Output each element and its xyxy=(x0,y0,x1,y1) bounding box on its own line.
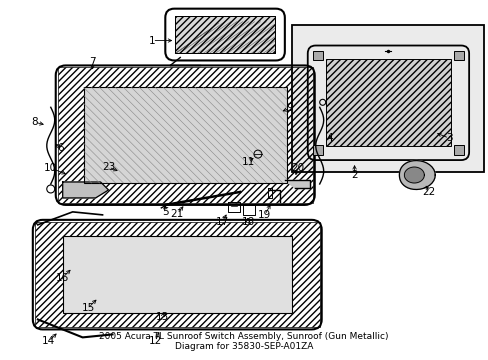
Bar xyxy=(453,145,463,155)
Bar xyxy=(291,24,483,172)
Text: 21: 21 xyxy=(170,209,183,219)
Text: 6: 6 xyxy=(57,143,64,153)
Text: 10: 10 xyxy=(44,163,57,173)
Text: 2005 Acura TL Sunroof Switch Assembly, Sunroof (Gun Metallic)
Diagram for 35830-: 2005 Acura TL Sunroof Switch Assembly, S… xyxy=(99,332,388,351)
Text: 7: 7 xyxy=(89,58,96,67)
Text: 5: 5 xyxy=(162,207,168,217)
Text: 23: 23 xyxy=(102,162,115,172)
Bar xyxy=(453,50,463,60)
Text: 1: 1 xyxy=(149,36,155,46)
Bar xyxy=(312,50,322,60)
Text: 12: 12 xyxy=(148,336,162,346)
Polygon shape xyxy=(404,167,424,183)
Text: 19: 19 xyxy=(258,210,271,220)
Text: 4: 4 xyxy=(325,133,332,143)
Text: 9: 9 xyxy=(286,103,292,113)
Text: 3: 3 xyxy=(445,133,451,143)
Bar xyxy=(175,15,274,54)
Bar xyxy=(35,222,319,328)
Polygon shape xyxy=(285,180,309,188)
Text: 13: 13 xyxy=(155,312,168,323)
Bar xyxy=(83,87,286,183)
Text: 22: 22 xyxy=(422,187,435,197)
Text: 18: 18 xyxy=(241,217,254,227)
Text: 20: 20 xyxy=(291,163,304,173)
Text: 17: 17 xyxy=(215,217,228,227)
Polygon shape xyxy=(399,161,434,189)
Bar xyxy=(325,59,450,146)
Text: 15: 15 xyxy=(82,302,95,312)
Text: 11: 11 xyxy=(241,157,254,167)
Bar xyxy=(312,145,322,155)
Polygon shape xyxy=(62,182,108,198)
Text: 2: 2 xyxy=(350,170,357,180)
Text: 8: 8 xyxy=(31,117,38,127)
Bar xyxy=(175,15,274,54)
Text: 14: 14 xyxy=(42,336,55,346)
Bar xyxy=(58,67,312,203)
Bar xyxy=(62,236,291,314)
Text: 16: 16 xyxy=(56,273,69,283)
